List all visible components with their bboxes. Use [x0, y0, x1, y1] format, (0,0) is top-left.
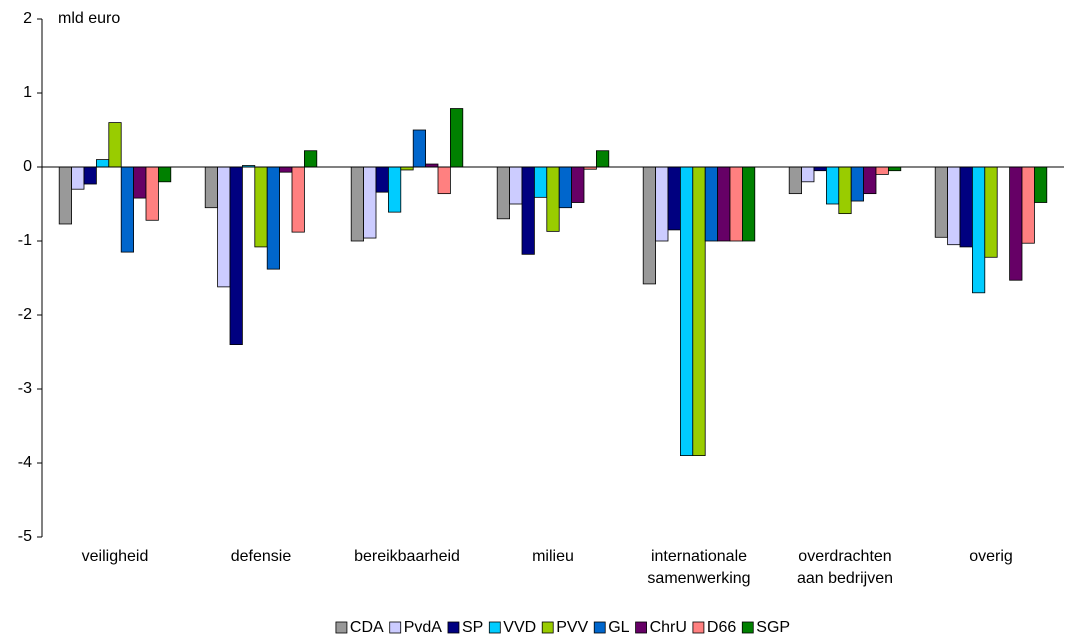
y-tick-label: -4: [18, 454, 32, 471]
bar: [1034, 166, 1048, 203]
bar: [1009, 166, 1023, 281]
bar: [596, 150, 610, 168]
bar: [58, 166, 73, 225]
legend-swatch: [447, 621, 460, 634]
bar: [108, 122, 122, 168]
bar: [375, 166, 389, 193]
bar: [229, 166, 243, 346]
bar: [717, 166, 731, 242]
legend-label: GL: [608, 619, 629, 636]
bar: [546, 166, 560, 232]
legend-swatch: [593, 621, 606, 634]
bar: [667, 166, 681, 231]
legend-label: PVV: [556, 619, 588, 636]
legend-label: D66: [707, 619, 736, 636]
y-tick-label: -3: [18, 380, 32, 397]
legend: CDA PvdA SP VVD PVV GL ChrU D66 SGP: [335, 619, 790, 636]
bar: [266, 166, 281, 270]
bar: [692, 166, 706, 457]
bar: [680, 166, 694, 457]
bar: [254, 166, 268, 248]
legend-swatch: [741, 621, 754, 634]
x-tick-label: milieu: [532, 548, 574, 565]
bar: [838, 166, 852, 215]
y-tick-label: -2: [18, 306, 32, 323]
bar: [1021, 166, 1035, 244]
x-tick-label: overdrachten aan bedrijven: [797, 548, 893, 587]
bar: [157, 166, 172, 183]
bar: [729, 166, 743, 242]
legend-swatch: [541, 621, 554, 634]
bar: [704, 166, 719, 242]
bar: [534, 166, 548, 198]
x-tick-label: defensie: [231, 548, 292, 565]
bar: [521, 166, 535, 255]
bar: [875, 166, 889, 175]
bar: [509, 166, 523, 205]
legend-swatch: [389, 621, 402, 634]
bar: [655, 166, 669, 242]
x-tick-label: overig: [969, 548, 1013, 565]
legend-swatch: [635, 621, 647, 634]
bar: [826, 166, 840, 205]
bar: [291, 166, 305, 233]
bar: [984, 166, 998, 258]
y-axis-label: mld euro: [58, 10, 120, 27]
bar: [863, 166, 877, 195]
bar: [363, 166, 377, 239]
bar: [83, 166, 97, 185]
bar: [145, 166, 159, 221]
bar: [437, 166, 451, 195]
bar: [279, 166, 293, 173]
y-tick-label: -5: [18, 528, 32, 545]
legend-label: PvdA: [404, 619, 443, 636]
bar: [742, 166, 756, 242]
legend-swatch: [335, 621, 348, 634]
legend-label: VVD: [503, 619, 536, 636]
legend-swatch: [488, 621, 501, 634]
bar: [133, 166, 147, 199]
bar: [449, 108, 464, 168]
bar: [788, 166, 803, 195]
legend-label: SP: [462, 619, 483, 636]
bar: [204, 166, 218, 209]
bar: [642, 166, 657, 285]
bar: [303, 150, 318, 168]
x-tick-label: veiligheid: [82, 548, 149, 565]
bar: [888, 166, 902, 172]
bar: [350, 166, 365, 242]
bar: [959, 166, 973, 248]
bar: [947, 166, 961, 246]
y-tick-label: 1: [23, 84, 32, 101]
bar: [813, 166, 827, 172]
bar: [387, 166, 402, 213]
bar: [412, 129, 427, 168]
y-tick-label: 2: [23, 10, 32, 27]
bar: [558, 166, 573, 209]
bar: [71, 166, 85, 190]
x-tick-label: internationale samenwerking: [647, 548, 750, 587]
bar: [934, 166, 949, 238]
bar: [850, 166, 865, 202]
bar: [496, 166, 511, 220]
x-tick-label: bereikbaarheid: [354, 548, 460, 565]
legend-swatch: [692, 621, 705, 634]
bar: [571, 166, 585, 203]
legend-label: SGP: [756, 619, 790, 636]
y-tick-label: -1: [18, 232, 32, 249]
legend-label: ChrU: [650, 619, 687, 636]
bar: [217, 166, 231, 288]
legend-label: CDA: [350, 619, 384, 636]
bar: [801, 166, 815, 183]
y-tick-label: 0: [23, 158, 32, 175]
bar: [972, 166, 986, 294]
bar: [120, 166, 134, 253]
bar: [96, 159, 110, 168]
